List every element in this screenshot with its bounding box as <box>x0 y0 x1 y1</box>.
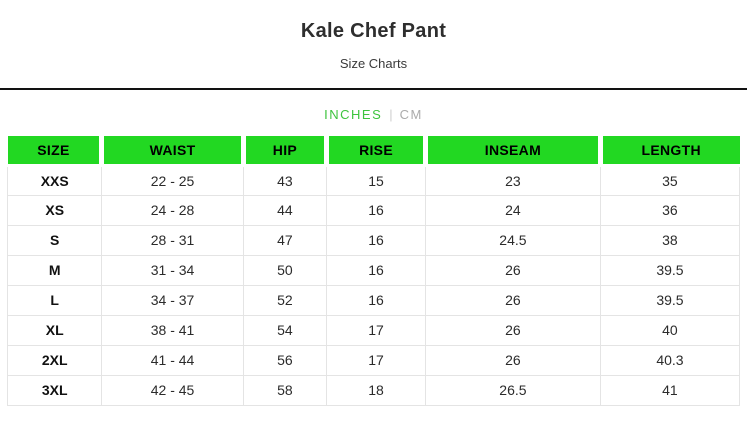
table-cell: 16 <box>326 254 426 286</box>
unit-tab-separator: | <box>389 107 393 122</box>
table-cell: 43 <box>242 164 328 196</box>
table-row: 2XL 41 - 44 56 17 26 40.3 <box>6 344 741 376</box>
table-cell: 16 <box>326 284 426 316</box>
table-cell: 16 <box>326 224 426 256</box>
table-row: 3XL 42 - 45 58 18 26.5 41 <box>6 374 741 406</box>
table-cell: 26.5 <box>424 374 601 406</box>
tab-cm[interactable]: CM <box>399 107 423 122</box>
size-cell: XXS <box>6 164 103 196</box>
table-cell: 24.5 <box>424 224 601 256</box>
table-row: XXS 22 - 25 43 15 23 35 <box>6 164 741 196</box>
column-header-hip: HIP <box>240 136 330 167</box>
table-row: S 28 - 31 47 16 24.5 38 <box>6 224 741 256</box>
table-row: L 34 - 37 52 16 26 39.5 <box>6 284 741 316</box>
page-title: Kale Chef Pant <box>300 20 447 42</box>
table-cell: 24 <box>424 194 601 226</box>
table-cell: 26 <box>424 254 601 286</box>
table-cell: 47 <box>242 224 328 256</box>
size-cell: S <box>6 224 103 256</box>
table-cell: 24 - 28 <box>101 194 244 226</box>
column-header-size: SIZE <box>7 136 105 167</box>
table-cell: 54 <box>242 314 328 346</box>
size-cell: 2XL <box>6 344 103 376</box>
table-cell: 38 <box>599 224 741 256</box>
table-cell: 16 <box>326 194 426 226</box>
table-cell: 40 <box>599 314 741 346</box>
page-subtitle: Size Charts <box>339 56 408 71</box>
size-cell: 3XL <box>6 374 103 406</box>
table-cell: 52 <box>242 284 328 316</box>
table-cell: 39.5 <box>599 254 741 286</box>
table-cell: 36 <box>599 194 741 226</box>
table-cell: 23 <box>424 164 601 196</box>
table-cell: 42 - 45 <box>101 374 244 406</box>
column-header-rise: RISE <box>324 136 428 167</box>
size-cell: XL <box>6 314 103 346</box>
table-cell: 22 - 25 <box>101 164 244 196</box>
table-cell: 17 <box>326 314 426 346</box>
size-chart-table: SIZE WAIST HIP RISE INSEAM LENGTH XXS 22… <box>6 136 741 406</box>
table-row: M 31 - 34 50 16 26 39.5 <box>6 254 741 286</box>
column-header-inseam: INSEAM <box>422 136 603 167</box>
header-divider <box>0 88 747 90</box>
table-cell: 26 <box>424 314 601 346</box>
table-cell: 34 - 37 <box>101 284 244 316</box>
table-cell: 38 - 41 <box>101 314 244 346</box>
table-cell: 41 - 44 <box>101 344 244 376</box>
table-cell: 44 <box>242 194 328 226</box>
table-cell: 50 <box>242 254 328 286</box>
table-cell: 56 <box>242 344 328 376</box>
table-row: XL 38 - 41 54 17 26 40 <box>6 314 741 346</box>
size-cell: XS <box>6 194 103 226</box>
unit-tabs: INCHES | CM <box>0 107 747 123</box>
table-cell: 15 <box>326 164 426 196</box>
table-header-row: SIZE WAIST HIP RISE INSEAM LENGTH <box>7 136 740 167</box>
table-cell: 28 - 31 <box>101 224 244 256</box>
table-cell: 41 <box>599 374 741 406</box>
size-cell: M <box>6 254 103 286</box>
table-cell: 39.5 <box>599 284 741 316</box>
table-cell: 18 <box>326 374 426 406</box>
table-cell: 31 - 34 <box>101 254 244 286</box>
column-header-waist: WAIST <box>99 136 246 167</box>
table-cell: 17 <box>326 344 426 376</box>
table-cell: 26 <box>424 344 601 376</box>
column-header-length: LENGTH <box>597 136 740 167</box>
table-cell: 26 <box>424 284 601 316</box>
table-cell: 40.3 <box>599 344 741 376</box>
tab-inches[interactable]: INCHES <box>324 107 383 122</box>
size-cell: L <box>6 284 103 316</box>
table-row: XS 24 - 28 44 16 24 36 <box>6 194 741 226</box>
table-cell: 35 <box>599 164 741 196</box>
table-cell: 58 <box>242 374 328 406</box>
